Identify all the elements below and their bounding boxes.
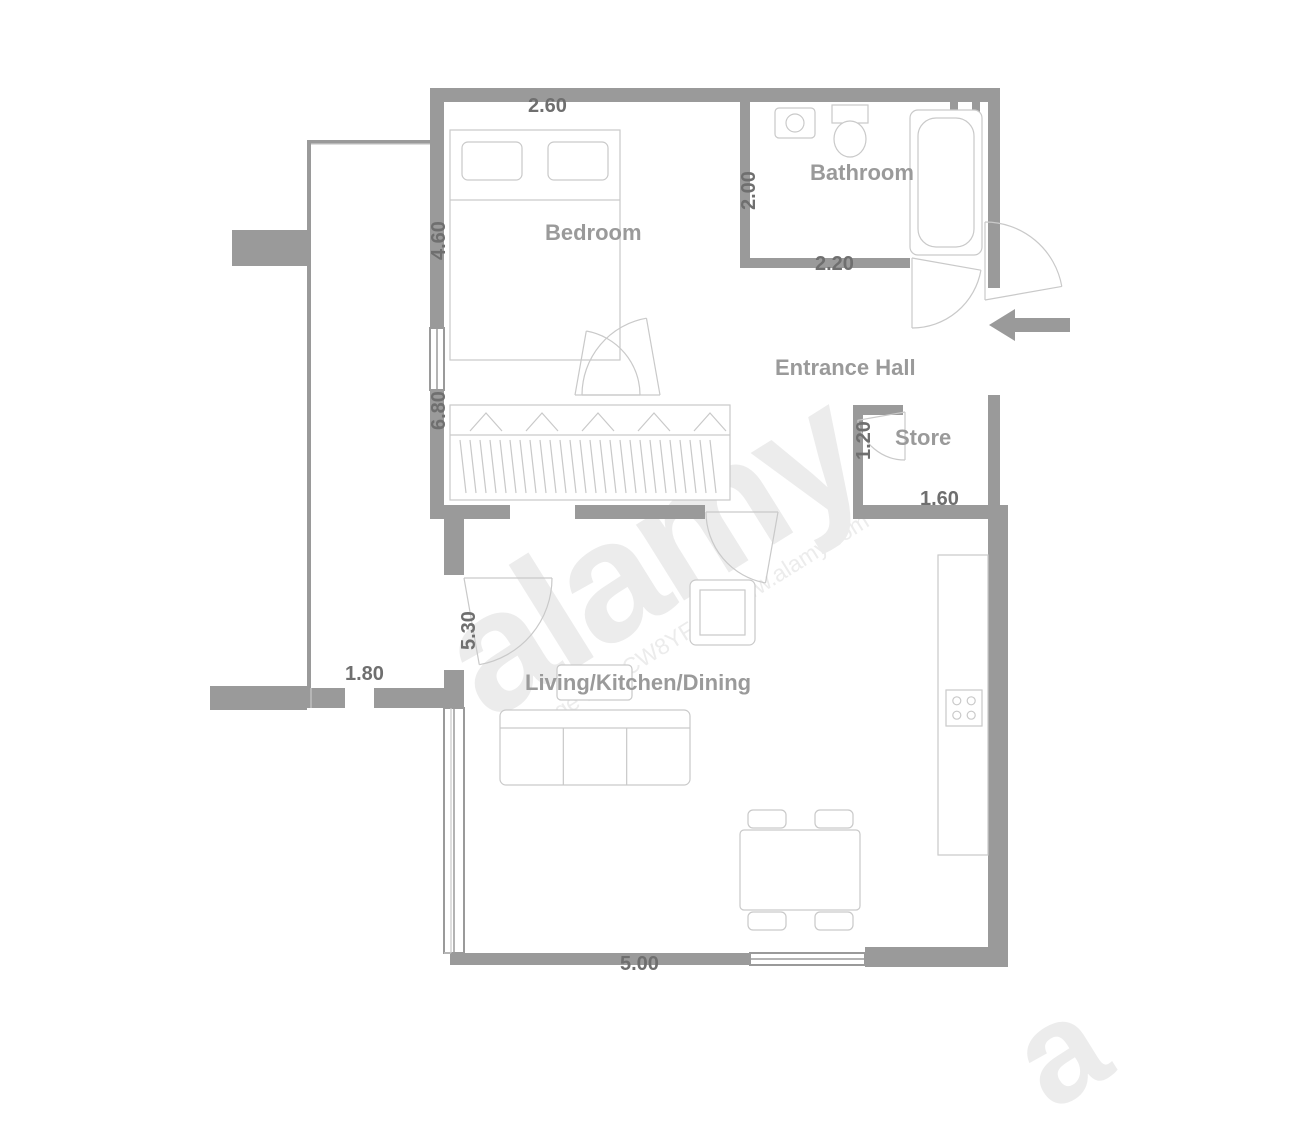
dim-1-80: 1.80 <box>345 663 384 685</box>
label-living: Living/Kitchen/Dining <box>525 670 751 695</box>
floor-plan-svg: Bedroom Bathroom Entrance Hall Store Liv… <box>0 0 1300 1107</box>
dim-1-60: 1.60 <box>920 488 959 510</box>
dim-1-20: 1.20 <box>853 421 875 460</box>
entrance-arrow <box>989 309 1070 341</box>
dim-5-00: 5.00 <box>620 953 659 975</box>
dim-6-80: 6.80 <box>428 391 450 430</box>
label-bathroom: Bathroom <box>810 160 914 185</box>
dim-2-60: 2.60 <box>528 95 567 117</box>
furniture-group <box>311 105 988 953</box>
label-bedroom: Bedroom <box>545 220 642 245</box>
dim-2-00: 2.00 <box>738 171 760 210</box>
label-entrance: Entrance Hall <box>775 355 916 380</box>
dim-4-60: 4.60 <box>428 221 450 260</box>
dim-5-30: 5.30 <box>458 611 480 650</box>
dim-2-20: 2.20 <box>815 253 854 275</box>
label-store: Store <box>895 425 951 450</box>
